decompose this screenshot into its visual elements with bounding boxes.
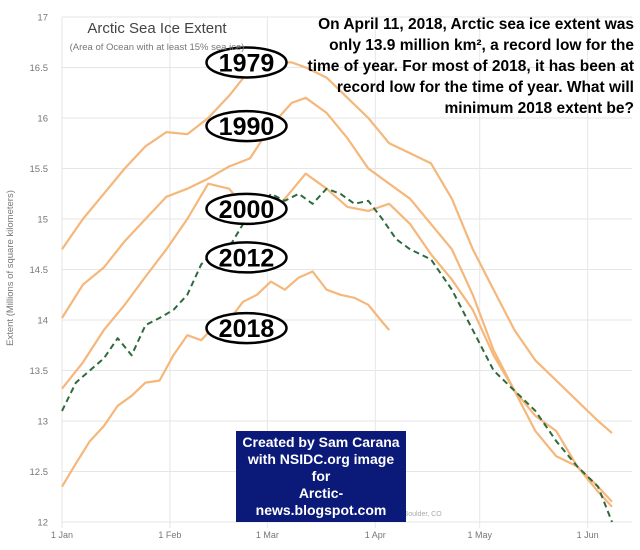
headline-text: On April 11, 2018, Arctic sea ice extent… <box>307 16 634 117</box>
y-tick-label: 13 <box>37 417 48 428</box>
series-line-1979 <box>61 61 613 434</box>
series-line-1990 <box>61 96 613 508</box>
year-label-oval <box>205 192 288 226</box>
year-label-oval <box>205 109 288 143</box>
y-tick-label: 16 <box>37 114 48 125</box>
y-tick-label: 14.5 <box>30 265 49 276</box>
year-label-oval <box>205 46 288 79</box>
x-tick-label: 1 Feb <box>158 530 181 540</box>
x-tick-label: 1 Jun <box>577 530 599 540</box>
y-tick-label: 13.5 <box>30 366 49 377</box>
series-year-labels: 1979 1990 2000 2012 2018 <box>205 46 288 345</box>
x-axis-ticks: 1 Jan 1 Feb 1 Mar 1 Apr 1 May 1 Jun <box>51 530 599 540</box>
credit-line-2: with NSIDC.org image for <box>247 451 395 484</box>
year-label-text: 1979 <box>219 49 275 77</box>
y-tick-label: 12 <box>37 518 48 529</box>
y-tick-label: 16.5 <box>30 63 49 74</box>
year-label-oval <box>205 311 288 345</box>
year-label-text: 1990 <box>219 113 275 141</box>
year-label-text: 2000 <box>219 196 275 224</box>
year-label-2018: 2018 <box>205 311 288 345</box>
y-tick-label: 12.5 <box>30 467 49 478</box>
y-axis-label: Extent (Millions of square kilometers) <box>5 190 16 346</box>
credit-line-3: Arctic-news.blogspot.com <box>255 485 387 518</box>
x-tick-label: 1 Mar <box>256 530 279 540</box>
chart-title: Arctic Sea Ice Extent <box>87 20 227 37</box>
year-label-1979: 1979 <box>205 46 288 79</box>
x-tick-label: 1 Apr <box>365 530 386 540</box>
year-label-text: 2012 <box>219 244 275 272</box>
year-label-2012: 2012 <box>205 241 288 274</box>
y-axis-ticks: 12 12.5 13 13.5 14 14.5 15 15.5 16 16.5 17 <box>30 13 49 529</box>
x-tick-label: 1 May <box>467 530 492 540</box>
year-label-oval <box>205 241 288 274</box>
year-label-2000: 2000 <box>205 192 288 226</box>
credit-box: Created by Sam Carana with NSIDC.org ima… <box>236 431 406 522</box>
y-tick-label: 15 <box>37 215 48 226</box>
chart-subtitle: (Area of Ocean with at least 15% sea ice… <box>70 42 245 53</box>
y-tick-label: 17 <box>37 13 48 24</box>
credit-line-1: Created by Sam Carana <box>242 434 400 450</box>
series-line-2012 <box>61 187 613 523</box>
x-tick-label: 1 Jan <box>51 530 73 540</box>
y-tick-label: 15.5 <box>30 164 49 175</box>
y-tick-label: 14 <box>37 316 48 327</box>
series-line-2000 <box>61 172 613 503</box>
year-label-1990: 1990 <box>205 109 288 143</box>
year-label-text: 2018 <box>219 315 275 343</box>
